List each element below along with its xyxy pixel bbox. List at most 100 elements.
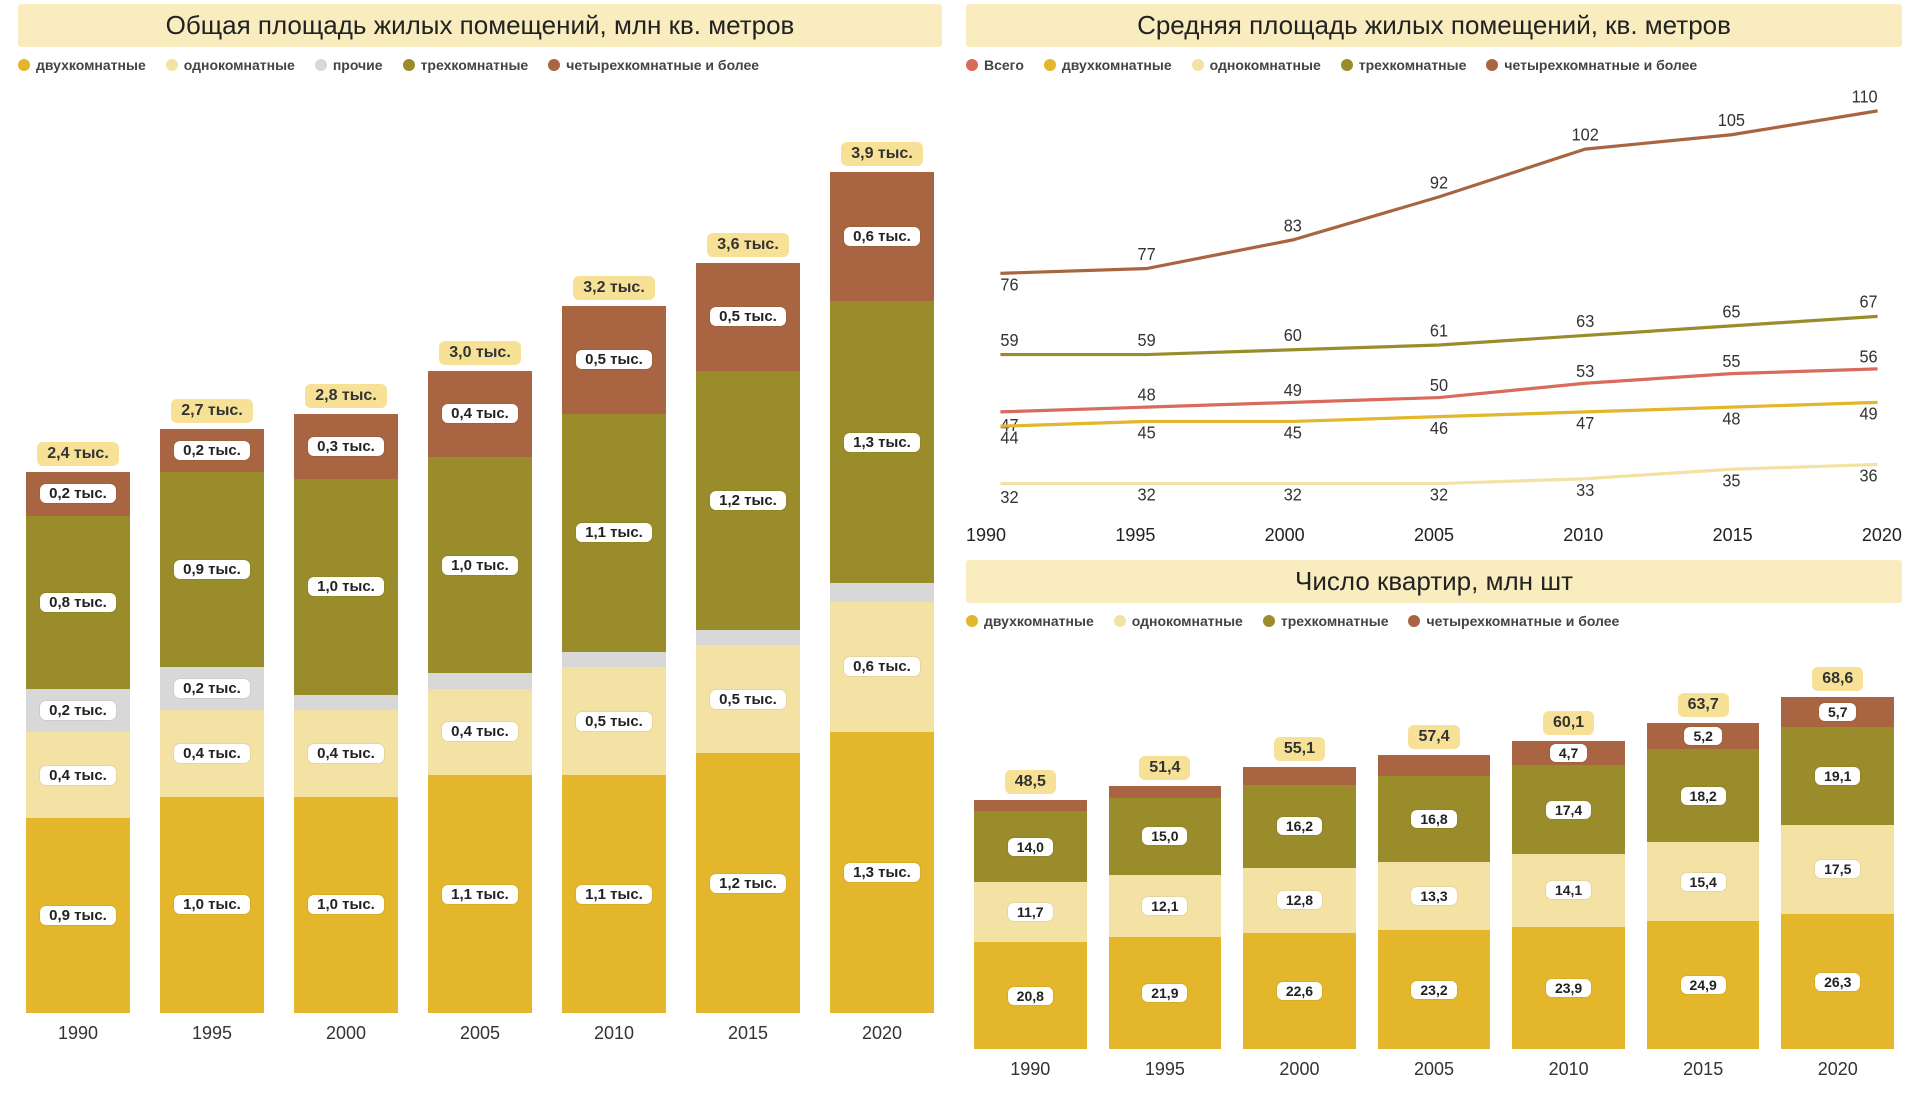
legend-swatch [1341, 59, 1353, 71]
bar-segment-two: 21,9 [1109, 937, 1222, 1049]
bar-segment-label: 21,9 [1142, 984, 1187, 1002]
bar-column: 2,8 тыс.1,0 тыс.0,4 тыс.1,0 тыс.0,3 тыс. [294, 384, 398, 1013]
line-point-label: 48 [1138, 385, 1156, 404]
bar-segment-three: 1,0 тыс. [428, 457, 532, 673]
bar-segment-one: 0,4 тыс. [428, 689, 532, 776]
bar-segment-two: 26,3 [1781, 914, 1894, 1049]
bar-segment-two: 1,3 тыс. [830, 732, 934, 1013]
bar-segment-four: 5,2 [1647, 723, 1760, 750]
bar-segment-other [830, 583, 934, 602]
bar-segment-label: 14,0 [1008, 838, 1053, 856]
line-point-label: 63 [1576, 311, 1594, 330]
bar-segment-label: 17,4 [1546, 801, 1591, 819]
legend-label: прочие [333, 57, 383, 73]
bar-total: 63,7 [1678, 693, 1729, 717]
legend-swatch [1114, 615, 1126, 627]
legend-label: двухкомнатные [36, 57, 146, 73]
legend-swatch [1044, 59, 1056, 71]
bar-segment-label: 14,1 [1546, 881, 1591, 899]
chart2-legend: Всегодвухкомнатныеоднокомнатныетрехкомна… [966, 57, 1902, 73]
line-point-label: 92 [1430, 173, 1448, 192]
bar-segment-label: 12,1 [1142, 897, 1187, 915]
x-tick: 2000 [1265, 525, 1305, 546]
bar-column: 68,626,317,519,15,7 [1781, 667, 1894, 1049]
legend-label: четырехкомнатные и более [566, 57, 759, 73]
bar-segment-label: 0,9 тыс. [40, 906, 116, 925]
bar-stack: 22,612,816,2 [1243, 767, 1356, 1049]
bar-segment-four: 0,6 тыс. [830, 172, 934, 302]
bar-total: 3,6 тыс. [707, 233, 789, 257]
bar-segment-two: 22,6 [1243, 933, 1356, 1049]
bar-segment-other [428, 673, 532, 688]
bar-segment-two: 23,2 [1378, 930, 1491, 1049]
x-tick: 2020 [830, 1023, 934, 1044]
line-point-label: 102 [1572, 125, 1599, 144]
bar-segment-two: 1,0 тыс. [294, 797, 398, 1013]
x-tick: 1995 [1115, 525, 1155, 546]
bar-segment-three: 1,3 тыс. [830, 301, 934, 582]
line-one [1000, 464, 1877, 483]
bar-column: 55,122,612,816,2 [1243, 737, 1356, 1049]
bar-segment-other: 0,2 тыс. [160, 667, 264, 710]
legend-item: двухкомнатные [1044, 57, 1172, 73]
bar-total: 2,7 тыс. [171, 399, 253, 423]
bar-segment-two: 1,2 тыс. [696, 753, 800, 1013]
bar-segment-four: 0,2 тыс. [160, 429, 264, 472]
x-tick: 1995 [160, 1023, 264, 1044]
bar-segment-label: 1,1 тыс. [576, 523, 652, 542]
bar-segment-label: 0,9 тыс. [174, 560, 250, 579]
chart1-legend: двухкомнатные однокомнатные прочие трехкомн… [18, 57, 942, 73]
bar-segment-one: 0,5 тыс. [562, 667, 666, 775]
bar-segment-label: 0,4 тыс. [40, 766, 116, 785]
bar-segment-label: 24,9 [1681, 976, 1726, 994]
x-tick: 2000 [1243, 1059, 1356, 1080]
bar-segment-other [696, 630, 800, 645]
line-point-label: 32 [1138, 485, 1156, 504]
bar-total: 3,9 тыс. [841, 142, 923, 166]
bar-segment-one: 17,5 [1781, 825, 1894, 915]
bar-total: 60,1 [1543, 711, 1594, 735]
bar-column: 3,9 тыс.1,3 тыс.0,6 тыс.1,3 тыс.0,6 тыс. [830, 142, 934, 1013]
bar-segment-label: 23,2 [1411, 981, 1456, 999]
bar-segment-label: 4,7 [1550, 744, 1587, 762]
bar-segment-three: 0,8 тыс. [26, 516, 130, 689]
bar-segment-other [562, 652, 666, 667]
bar-segment-label: 16,8 [1411, 810, 1456, 828]
line-point-label: 32 [1284, 485, 1302, 504]
line-point-label: 33 [1576, 481, 1594, 500]
legend-label: однокомнатные [184, 57, 295, 73]
bar-segment-label: 23,9 [1546, 979, 1591, 997]
legend-item: трехкомнатные [403, 57, 529, 73]
bar-segment-one: 0,4 тыс. [294, 710, 398, 797]
bar-segment-label: 1,1 тыс. [442, 885, 518, 904]
legend-label: четырехкомнатные и более [1426, 613, 1619, 629]
line-point-label: 44 [1000, 428, 1018, 447]
bar-segment-four: 0,2 тыс. [26, 472, 130, 515]
bar-segment-one: 14,1 [1512, 854, 1625, 926]
bar-segment-three: 16,8 [1378, 776, 1491, 862]
bar-segment-label: 5,2 [1684, 727, 1721, 745]
bar-segment-one: 13,3 [1378, 862, 1491, 930]
bar-segment-label: 0,4 тыс. [442, 404, 518, 423]
bar-segment-three: 1,1 тыс. [562, 414, 666, 652]
legend-item: четырехкомнатные и более [1408, 613, 1619, 629]
x-tick: 2010 [1512, 1059, 1625, 1080]
bar-segment-other [294, 695, 398, 710]
bar-segment-label: 5,7 [1819, 703, 1856, 721]
bar-segment-label: 20,8 [1008, 987, 1053, 1005]
bar-stack: 0,9 тыс.0,4 тыс.0,2 тыс.0,8 тыс.0,2 тыс. [26, 472, 130, 1013]
x-tick: 1990 [974, 1059, 1087, 1080]
bar-segment-one: 15,4 [1647, 842, 1760, 921]
bar-column: 57,423,213,316,8 [1378, 725, 1491, 1049]
bar-segment-label: 1,2 тыс. [710, 491, 786, 510]
legend-item: прочие [315, 57, 383, 73]
bar-segment-three: 18,2 [1647, 749, 1760, 842]
bar-column: 3,2 тыс.1,1 тыс.0,5 тыс.1,1 тыс.0,5 тыс. [562, 276, 666, 1013]
legend-label: однокомнатные [1210, 57, 1321, 73]
bar-segment-label: 0,5 тыс. [710, 307, 786, 326]
legend-item: четырехкомнатные и более [548, 57, 759, 73]
line-point-label: 48 [1722, 409, 1740, 428]
chart2-plot: 7677839210210511059596061636567474849505… [980, 87, 1898, 517]
line-point-label: 50 [1430, 376, 1448, 395]
line-point-label: 45 [1138, 423, 1156, 442]
